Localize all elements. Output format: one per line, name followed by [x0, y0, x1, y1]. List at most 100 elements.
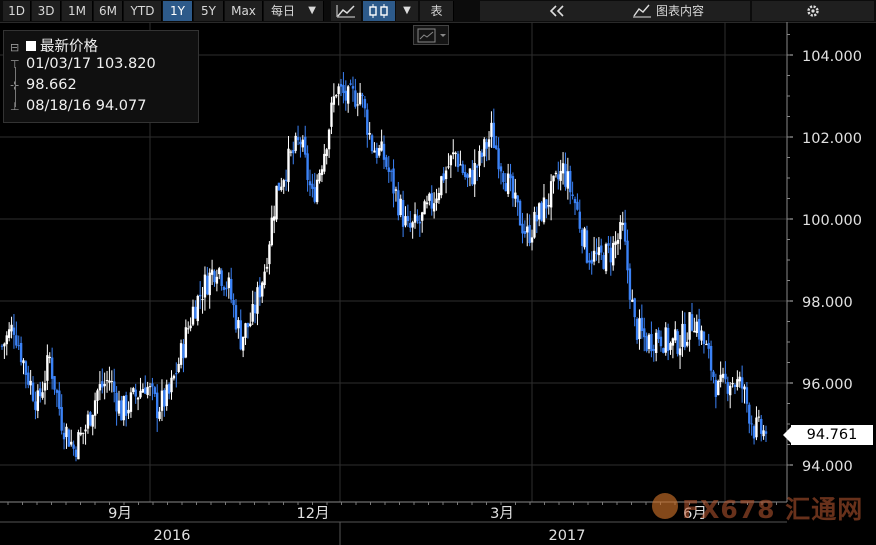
candle-body — [323, 153, 326, 172]
candle-body — [148, 386, 152, 388]
candle-body — [163, 390, 166, 407]
frequency-dropdown[interactable]: 每日 ▼ — [264, 1, 324, 21]
candle-body — [134, 389, 137, 397]
candle-body — [628, 268, 632, 300]
candle-body — [239, 320, 242, 350]
candle-body — [132, 388, 135, 392]
candle-body — [514, 192, 517, 199]
candle-body — [666, 327, 670, 351]
candle-body — [115, 392, 118, 412]
chart-style-dropdown[interactable]: ▼ — [396, 1, 418, 21]
range-1y-button[interactable]: 1Y — [163, 1, 193, 21]
settings-button[interactable] — [752, 1, 874, 21]
candle-body — [387, 167, 390, 172]
candle-body — [523, 231, 527, 234]
candle-body — [287, 148, 290, 183]
line-chart-button[interactable] — [331, 1, 361, 21]
candle-body — [502, 173, 505, 183]
candle-body — [253, 304, 257, 314]
range-3d-button[interactable]: 3D — [32, 1, 61, 21]
range-1m-button[interactable]: 1M — [62, 1, 93, 21]
chart-content-icon — [633, 4, 651, 18]
candle-body — [380, 141, 383, 151]
candle-body — [714, 379, 718, 397]
candle-body — [700, 330, 703, 341]
candle-body — [315, 179, 319, 203]
series-swatch — [26, 41, 36, 51]
candle-body — [203, 274, 207, 298]
table-view-button[interactable]: 表 — [420, 1, 454, 21]
candle-body — [206, 275, 209, 295]
range-1d-button[interactable]: 1D — [3, 1, 31, 21]
candle-body — [105, 380, 109, 382]
candle-body — [678, 348, 682, 356]
candle-body — [280, 186, 283, 191]
candle-body — [263, 271, 266, 286]
candle-body — [356, 104, 359, 106]
candle-body — [595, 252, 598, 255]
candle-body — [428, 193, 431, 201]
candle-body — [750, 423, 753, 425]
candle-body — [84, 429, 87, 432]
candle-body — [215, 276, 219, 284]
chart-content-button[interactable]: 图表内容 — [580, 1, 750, 21]
candle-body — [607, 243, 610, 246]
candle-body — [585, 230, 589, 263]
range-ytd-button[interactable]: YTD — [124, 1, 162, 21]
candle-body — [41, 392, 44, 398]
candle-body — [592, 250, 596, 262]
candle-body — [177, 363, 180, 372]
candle-body — [406, 216, 410, 222]
candle-body — [709, 345, 713, 371]
candle-body — [669, 343, 672, 350]
candle-body — [7, 329, 11, 338]
candle-body — [712, 371, 715, 378]
candle-body — [578, 211, 581, 229]
candlestick-button[interactable] — [363, 1, 395, 21]
legend-high: 01/03/17 103.820 — [26, 56, 156, 72]
candle-body — [230, 279, 233, 300]
candle-body — [733, 384, 737, 388]
candle-body — [640, 317, 644, 332]
candle-body — [452, 152, 455, 155]
candle-body — [657, 330, 660, 339]
candle-body — [320, 169, 324, 176]
x-month-label: 12月 — [297, 506, 330, 522]
collapse-icon[interactable]: ⊟ — [10, 41, 20, 54]
candle-body — [15, 335, 18, 346]
candle-body — [160, 390, 164, 411]
candle-body — [189, 325, 192, 329]
candle-body — [3, 343, 6, 347]
gear-icon — [807, 5, 819, 17]
candle-body — [695, 321, 698, 334]
candle-body — [571, 194, 574, 197]
y-tick-label: 98.000 — [802, 295, 853, 311]
candle-body — [182, 344, 185, 359]
candle-body — [330, 102, 333, 127]
candle-body — [368, 132, 371, 135]
range-max-button[interactable]: Max — [225, 1, 263, 21]
x-month-label: 9月 — [108, 506, 132, 522]
candle-body — [590, 259, 593, 264]
range-5y-button[interactable]: 5Y — [194, 1, 224, 21]
candle-body — [580, 229, 584, 246]
candle-body — [416, 215, 419, 222]
candle-body — [650, 334, 653, 352]
candle-body — [246, 322, 250, 328]
candle-body — [447, 166, 450, 168]
candle-body — [198, 294, 202, 297]
candle-body — [12, 327, 16, 335]
candle-body — [456, 153, 460, 168]
candle-body — [354, 90, 357, 107]
candle-body — [432, 203, 436, 212]
last-price-tag: 94.761 — [783, 425, 873, 445]
candle-body — [378, 148, 381, 156]
candle-body — [397, 190, 400, 216]
candle-body — [251, 304, 254, 322]
candle-body — [342, 85, 345, 94]
range-6m-button[interactable]: 6M — [94, 1, 123, 21]
legend: ⊟ 最新价格 ⊤ 01/03/17 103.820 ⊹ 98.662 ⊥ 08/18/1… — [3, 30, 199, 123]
candle-body — [743, 386, 746, 390]
chart-type-selector[interactable] — [413, 25, 449, 45]
candle-body — [122, 396, 125, 421]
